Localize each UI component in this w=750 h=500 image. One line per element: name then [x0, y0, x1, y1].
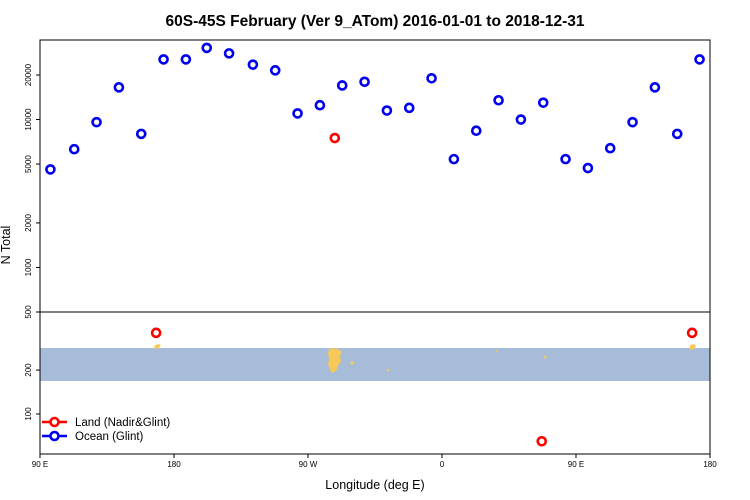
ocean-point: [91, 116, 102, 128]
landmass-south-georgia: [386, 368, 390, 372]
landmass-south-america: [328, 348, 342, 373]
x-axis: 90 E 180 90 W 0 90 E 180: [32, 454, 717, 469]
y-tick-label: 20000: [24, 63, 33, 86]
y-tick-label: 5000: [24, 155, 33, 173]
ocean-point: [493, 94, 504, 106]
data-points: [45, 42, 705, 447]
y-tick-label: 500: [24, 305, 33, 319]
legend-marker: [49, 416, 60, 428]
x-tick-label: 180: [167, 460, 181, 469]
landmass-kerguelen: [543, 355, 547, 359]
chart-title: 60S-45S February (Ver 9_ATom) 2016-01-01…: [166, 13, 585, 30]
ocean-point: [515, 114, 527, 125]
ocean-point: [223, 48, 235, 59]
ocean-point: [180, 54, 192, 65]
plot-frame: [39, 39, 711, 455]
y-tick-label: 100: [24, 407, 33, 421]
ocean-point: [135, 128, 147, 140]
ocean-point: [426, 72, 437, 84]
landmass-new-zealand-east: [690, 344, 696, 350]
ocean-point: [604, 142, 616, 154]
land-point: [329, 132, 341, 144]
ocean-point: [201, 42, 213, 54]
ocean-point: [627, 116, 638, 128]
ocean-point: [649, 82, 661, 93]
legend-label: Ocean (Glint): [75, 431, 144, 443]
y-axis: 100 200 500 1000 2000 5000 10000 20000: [24, 63, 40, 421]
ocean-point: [560, 153, 571, 165]
y-tick-label: 200: [24, 363, 33, 377]
y-tick-label: 2000: [24, 213, 33, 231]
ocean-point: [113, 82, 125, 93]
ocean-point: [470, 125, 482, 137]
ocean-point: [292, 108, 303, 119]
ocean-point: [158, 54, 169, 65]
ocean-point: [269, 65, 281, 76]
x-tick-label: 90 W: [299, 460, 318, 469]
map-landmasses: [154, 344, 696, 373]
y-tick-label: 10000: [24, 108, 33, 131]
ocean-point: [336, 80, 348, 91]
ocean-point: [448, 153, 460, 165]
y-tick-label: 1000: [24, 258, 33, 276]
ocean-point: [582, 162, 594, 174]
ocean-point: [381, 105, 393, 116]
land-point: [536, 436, 548, 447]
landmass-small-island: [496, 350, 498, 352]
x-tick-label: 0: [440, 460, 445, 469]
land-point: [150, 327, 162, 339]
x-tick-label: 90 E: [32, 460, 48, 469]
ocean-point: [359, 76, 370, 88]
ocean-point: [247, 59, 259, 70]
y-axis-label: N Total: [0, 226, 13, 265]
ocean-point: [537, 97, 549, 108]
landmass-new-zealand: [154, 344, 161, 349]
x-axis-label: Longitude (deg E): [325, 478, 424, 492]
landmass-falklands: [350, 361, 354, 365]
ocean-point: [403, 102, 415, 114]
land-point: [686, 327, 698, 339]
ocean-point: [694, 54, 705, 65]
x-tick-label: 180: [703, 460, 717, 469]
legend: Land (Nadir&Glint) Ocean (Glint): [42, 416, 170, 443]
ocean-point: [45, 164, 56, 175]
legend-label: Land (Nadir&Glint): [75, 417, 170, 429]
x-tick-label: 90 E: [568, 460, 584, 469]
map-ocean-band: [40, 348, 710, 381]
ocean-point: [314, 99, 326, 111]
legend-marker: [49, 430, 60, 442]
ocean-point: [68, 143, 80, 155]
ocean-point: [671, 128, 683, 140]
map-inset: [40, 344, 710, 381]
